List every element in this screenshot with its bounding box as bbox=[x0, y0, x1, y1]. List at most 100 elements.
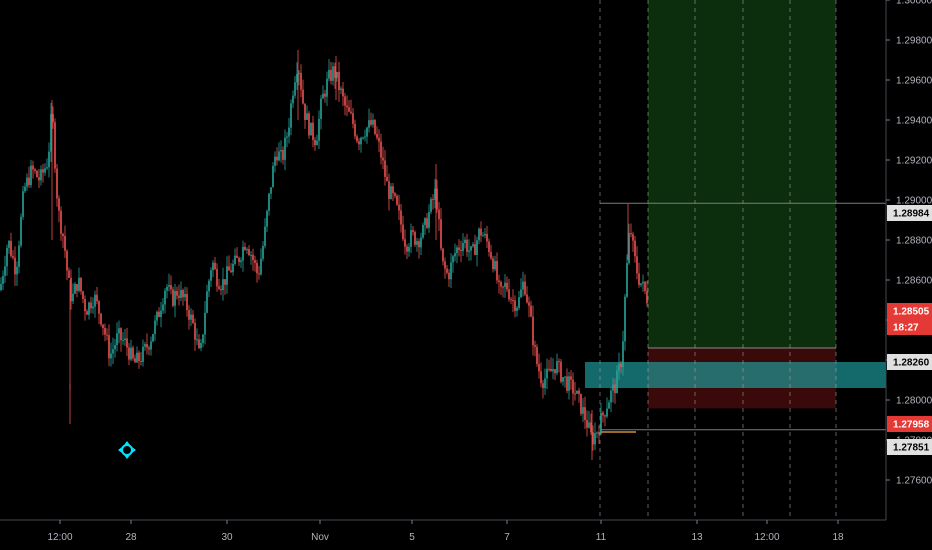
candle-body bbox=[454, 253, 456, 257]
candle-body bbox=[450, 262, 452, 280]
candle-body bbox=[316, 140, 318, 146]
candle-body bbox=[610, 390, 612, 403]
candle-body bbox=[222, 279, 224, 291]
candle-body bbox=[372, 119, 374, 125]
candle-body bbox=[258, 273, 260, 275]
candle-body bbox=[494, 261, 496, 270]
candle-body bbox=[410, 230, 412, 247]
candle-body bbox=[86, 311, 88, 315]
time-tick-label: 11 bbox=[596, 532, 607, 543]
horizontal-level-lines bbox=[600, 202, 886, 433]
candle-body bbox=[558, 361, 560, 363]
candle-body bbox=[344, 96, 346, 106]
candle-body bbox=[566, 376, 568, 391]
candle-body bbox=[432, 199, 434, 201]
candle-body bbox=[564, 376, 566, 378]
candle-body bbox=[38, 177, 40, 181]
candle-body bbox=[324, 93, 326, 97]
candle-body bbox=[472, 244, 474, 247]
candle-body bbox=[378, 137, 380, 142]
candle-body bbox=[192, 314, 194, 324]
candle-body bbox=[382, 157, 384, 161]
candle-body bbox=[136, 352, 138, 363]
candle-body bbox=[254, 260, 256, 263]
price-tag-128984[interactable]: 1.28984 bbox=[887, 205, 932, 221]
candle-body bbox=[6, 247, 8, 267]
candle-body bbox=[336, 71, 338, 78]
candle-body bbox=[292, 95, 294, 104]
candle-body bbox=[240, 260, 242, 263]
candle-body bbox=[374, 119, 376, 135]
time-tick-label: 18 bbox=[832, 532, 844, 543]
crosshair-icon[interactable] bbox=[118, 441, 136, 459]
candle-body bbox=[210, 270, 212, 281]
candle-body bbox=[10, 240, 12, 257]
candle-body bbox=[18, 245, 20, 267]
price-tag-127851[interactable]: 1.27851 bbox=[887, 439, 932, 455]
candle-body bbox=[160, 310, 162, 317]
candle-body bbox=[156, 311, 158, 321]
candle-body bbox=[516, 307, 518, 311]
candle-body bbox=[406, 246, 408, 252]
candle-body bbox=[180, 290, 182, 298]
candle-body bbox=[118, 328, 120, 334]
time-tick-label: 7 bbox=[504, 532, 510, 543]
candle-body bbox=[544, 378, 546, 389]
candle-body bbox=[390, 186, 392, 199]
candle-body bbox=[562, 377, 564, 382]
candle-body bbox=[386, 176, 388, 182]
price-tag-128260[interactable]: 1.28260 bbox=[887, 354, 932, 370]
price-tag-label: 1.27851 bbox=[893, 443, 930, 454]
candle-body bbox=[526, 294, 528, 303]
cyan-zone[interactable] bbox=[585, 362, 886, 388]
price-tick-label: 1.27600 bbox=[896, 476, 932, 487]
price-tag-1827[interactable]: 18:27 bbox=[887, 319, 932, 335]
candle-body bbox=[84, 298, 86, 312]
candle-body bbox=[404, 239, 406, 247]
candle-body bbox=[586, 420, 588, 428]
target-zone[interactable] bbox=[648, 0, 836, 348]
candle-body bbox=[48, 151, 50, 168]
candle-body bbox=[224, 279, 226, 285]
price-tick-label: 1.28600 bbox=[896, 276, 932, 287]
candle-body bbox=[482, 235, 484, 237]
candle-body bbox=[276, 156, 278, 161]
candle-body bbox=[150, 341, 152, 350]
candle-body bbox=[540, 371, 542, 384]
candle-body bbox=[470, 246, 472, 251]
price-tag-128505[interactable]: 1.28505 bbox=[887, 303, 932, 319]
candle-body bbox=[206, 291, 208, 313]
candle-body bbox=[514, 300, 516, 311]
candle-body bbox=[534, 345, 536, 347]
candle-body bbox=[308, 113, 310, 136]
candle-body bbox=[226, 266, 228, 285]
time-axis[interactable]: 12:00 28 30 Nov 5 7 11 13 12:00 18 bbox=[0, 519, 886, 543]
candle-body bbox=[238, 257, 240, 263]
candle-body bbox=[536, 346, 538, 365]
candle-body bbox=[106, 334, 108, 336]
candle-body bbox=[114, 345, 116, 350]
candle-body bbox=[112, 349, 114, 354]
candle-body bbox=[304, 103, 306, 120]
candle-body bbox=[634, 240, 636, 257]
candle-body bbox=[176, 290, 178, 296]
candle-body bbox=[296, 73, 298, 83]
candle-body bbox=[274, 156, 276, 166]
candle-body bbox=[348, 107, 350, 112]
candle-body bbox=[458, 247, 460, 250]
candle-body bbox=[76, 284, 78, 291]
candle-body bbox=[508, 289, 510, 300]
candle-body bbox=[234, 255, 236, 264]
candle-body bbox=[318, 118, 320, 141]
candle-body bbox=[340, 88, 342, 91]
candle-body bbox=[260, 258, 262, 275]
candle-body bbox=[630, 233, 632, 235]
price-tag-label: 1.28505 bbox=[893, 307, 930, 318]
candle-body bbox=[598, 432, 600, 435]
candle-body bbox=[244, 246, 246, 250]
price-tag-127958[interactable]: 1.27958 bbox=[887, 416, 932, 432]
candle-body bbox=[200, 343, 202, 349]
candle-body bbox=[4, 266, 6, 276]
candle-body bbox=[488, 241, 490, 253]
